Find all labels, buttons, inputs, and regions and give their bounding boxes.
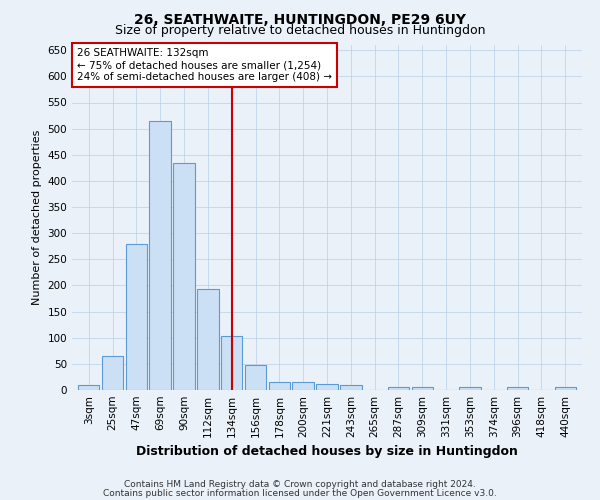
Bar [149,121,171,390]
Bar [78,385,100,390]
Bar [412,388,433,390]
Text: Contains public sector information licensed under the Open Government Licence v3: Contains public sector information licen… [103,488,497,498]
Bar [173,162,195,390]
Bar [221,336,242,390]
Bar [269,382,290,390]
X-axis label: Distribution of detached houses by size in Huntingdon: Distribution of detached houses by size … [136,446,518,458]
Text: Size of property relative to detached houses in Huntingdon: Size of property relative to detached ho… [115,24,485,37]
Text: Contains HM Land Registry data © Crown copyright and database right 2024.: Contains HM Land Registry data © Crown c… [124,480,476,489]
Bar [125,244,147,390]
Text: 26 SEATHWAITE: 132sqm
← 75% of detached houses are smaller (1,254)
24% of semi-d: 26 SEATHWAITE: 132sqm ← 75% of detached … [77,48,332,82]
Bar [340,385,362,390]
Y-axis label: Number of detached properties: Number of detached properties [32,130,42,305]
Bar [459,388,481,390]
Bar [316,384,338,390]
Bar [554,388,576,390]
Bar [292,382,314,390]
Bar [245,366,266,390]
Bar [388,388,409,390]
Bar [507,388,529,390]
Text: 26, SEATHWAITE, HUNTINGDON, PE29 6UY: 26, SEATHWAITE, HUNTINGDON, PE29 6UY [134,12,466,26]
Bar [102,356,123,390]
Bar [197,289,218,390]
